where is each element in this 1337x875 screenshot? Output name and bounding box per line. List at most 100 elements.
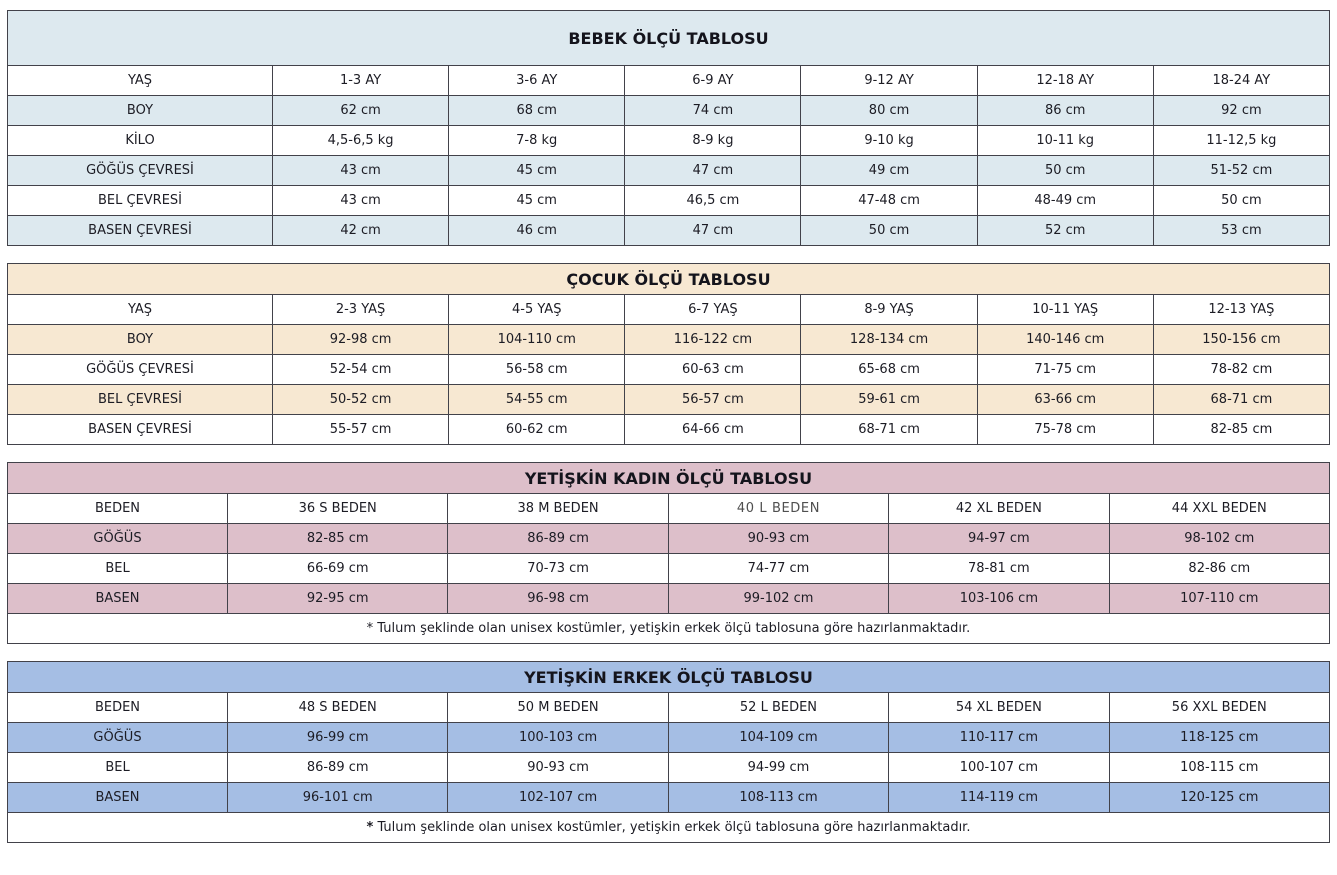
table-title-row: BEBEK ÖLÇÜ TABLOSU [7, 10, 1330, 66]
size-cell: 50 M BEDEN [447, 692, 669, 723]
size-cell: 50 cm [800, 215, 978, 246]
size-cell: 70-73 cm [447, 553, 669, 584]
size-cell: 82-86 cm [1108, 553, 1331, 584]
row-label-kilo: KİLO [7, 125, 273, 156]
size-cell: 92-98 cm [271, 324, 450, 355]
size-cell: 98-102 cm [1108, 523, 1331, 554]
baby-size-grid: BEBEK ÖLÇÜ TABLOSU YAŞ 1-3 AY 3-6 AY 6-9… [7, 10, 1331, 246]
size-cell: 107-110 cm [1108, 583, 1331, 614]
size-cell: 7-8 kg [448, 125, 626, 156]
size-cell: 63-66 cm [976, 384, 1154, 415]
size-cell: 4,5-6,5 kg [271, 125, 450, 156]
size-cell: 9-12 AY [800, 65, 978, 96]
size-cell: 44 XXL BEDEN [1108, 493, 1331, 524]
size-cell: 43 cm [271, 155, 450, 186]
baby-size-table: BEBEK ÖLÇÜ TABLOSU YAŞ 1-3 AY 3-6 AY 6-9… [7, 10, 1331, 246]
size-cell: 71-75 cm [976, 354, 1154, 385]
table-row: BOY 92-98 cm 104-110 cm 116-122 cm 128-1… [7, 324, 1331, 355]
size-cell: 64-66 cm [624, 414, 802, 445]
footnote: * Tulum şeklinde olan unisex kostümler, … [7, 613, 1330, 644]
table-row: BEDEN 36 S BEDEN 38 M BEDEN 40 L BEDEN 4… [7, 493, 1331, 524]
size-cell: 42 XL BEDEN [888, 493, 1110, 524]
size-cell: 49 cm [800, 155, 978, 186]
size-cell: 11-12,5 kg [1152, 125, 1331, 156]
size-cell: 128-134 cm [800, 324, 978, 355]
size-cell: 38 M BEDEN [447, 493, 669, 524]
size-cell: 56 XXL BEDEN [1108, 692, 1331, 723]
table-row: KİLO 4,5-6,5 kg 7-8 kg 8-9 kg 9-10 kg 10… [7, 125, 1331, 156]
size-cell: 40 L BEDEN [667, 493, 890, 524]
size-cell: 53 cm [1152, 215, 1331, 246]
size-cell: 118-125 cm [1108, 722, 1331, 753]
table-row: YAŞ 1-3 AY 3-6 AY 6-9 AY 9-12 AY 12-18 A… [7, 65, 1331, 96]
size-cell: 94-99 cm [667, 752, 890, 783]
size-cell: 55-57 cm [271, 414, 450, 445]
size-cell: 10-11 YAŞ [976, 294, 1154, 325]
size-cell: 68-71 cm [1152, 384, 1331, 415]
size-cell: 108-113 cm [667, 782, 890, 813]
size-cell: 46 cm [448, 215, 626, 246]
size-cell: 12-18 AY [976, 65, 1154, 96]
row-label-bel: BEL [7, 752, 228, 783]
size-cell: 54 XL BEDEN [888, 692, 1110, 723]
size-cell: 56-58 cm [448, 354, 626, 385]
size-cell: 45 cm [448, 155, 626, 186]
size-cell: 114-119 cm [888, 782, 1110, 813]
size-cell: 66-69 cm [226, 553, 449, 584]
size-cell: 96-98 cm [447, 583, 669, 614]
table-row: BEL ÇEVRESİ 50-52 cm 54-55 cm 56-57 cm 5… [7, 384, 1331, 415]
child-size-table: ÇOCUK ÖLÇÜ TABLOSU YAŞ 2-3 YAŞ 4-5 YAŞ 6… [7, 263, 1331, 445]
size-cell: 92-95 cm [226, 583, 449, 614]
footnote-text: Tulum şeklinde olan unisex kostümler, ye… [373, 621, 971, 636]
size-cell: 86-89 cm [447, 523, 669, 554]
size-cell: 43 cm [271, 185, 450, 216]
size-cell: 96-99 cm [226, 722, 449, 753]
size-cell: 48-49 cm [976, 185, 1154, 216]
size-cell: 4-5 YAŞ [448, 294, 626, 325]
size-cell: 47-48 cm [800, 185, 978, 216]
size-cell: 2-3 YAŞ [271, 294, 450, 325]
adult-men-size-grid: YETİŞKİN ERKEK ÖLÇÜ TABLOSU BEDEN 48 S B… [7, 661, 1331, 843]
size-cell: 36 S BEDEN [226, 493, 449, 524]
size-cell: 86-89 cm [226, 752, 449, 783]
footnote-row: * Tulum şeklinde olan unisex kostümler, … [7, 613, 1330, 644]
size-cell: 46,5 cm [624, 185, 802, 216]
size-cell: 12-13 YAŞ [1152, 294, 1331, 325]
child-size-grid: ÇOCUK ÖLÇÜ TABLOSU YAŞ 2-3 YAŞ 4-5 YAŞ 6… [7, 263, 1331, 445]
size-cell: 45 cm [448, 185, 626, 216]
size-cell: 56-57 cm [624, 384, 802, 415]
size-cell: 94-97 cm [888, 523, 1110, 554]
size-cell: 47 cm [624, 155, 802, 186]
table-row: BEL 66-69 cm 70-73 cm 74-77 cm 78-81 cm … [7, 553, 1331, 584]
table-row: BASEN ÇEVRESİ 55-57 cm 60-62 cm 64-66 cm… [7, 414, 1331, 445]
size-cell: 52 cm [976, 215, 1154, 246]
table-title: ÇOCUK ÖLÇÜ TABLOSU [7, 263, 1330, 295]
size-cell: 100-107 cm [888, 752, 1110, 783]
size-cell: 104-109 cm [667, 722, 890, 753]
size-cell: 74 cm [624, 95, 802, 126]
table-row: BASEN 96-101 cm 102-107 cm 108-113 cm 11… [7, 782, 1331, 813]
size-cell: 104-110 cm [448, 324, 626, 355]
size-cell: 6-9 AY [624, 65, 802, 96]
table-title-row: ÇOCUK ÖLÇÜ TABLOSU [7, 263, 1330, 295]
row-label-boy: BOY [7, 324, 273, 355]
table-row: GÖĞÜS 96-99 cm 100-103 cm 104-109 cm 110… [7, 722, 1331, 753]
size-cell: 150-156 cm [1152, 324, 1331, 355]
table-title: YETİŞKİN KADIN ÖLÇÜ TABLOSU [7, 462, 1330, 494]
size-chart-page: BEBEK ÖLÇÜ TABLOSU YAŞ 1-3 AY 3-6 AY 6-9… [7, 10, 1331, 843]
size-cell: 82-85 cm [1152, 414, 1331, 445]
footnote: * Tulum şeklinde olan unisex kostümler, … [7, 812, 1330, 843]
size-cell: 82-85 cm [226, 523, 449, 554]
size-cell: 50 cm [976, 155, 1154, 186]
size-cell: 103-106 cm [888, 583, 1110, 614]
adult-women-size-table: YETİŞKİN KADIN ÖLÇÜ TABLOSU BEDEN 36 S B… [7, 462, 1331, 644]
size-cell: 108-115 cm [1108, 752, 1331, 783]
row-label-basen-cevresi: BASEN ÇEVRESİ [7, 414, 273, 445]
footnote-marker: * [366, 820, 374, 835]
table-row: BEDEN 48 S BEDEN 50 M BEDEN 52 L BEDEN 5… [7, 692, 1331, 723]
table-row: BASEN 92-95 cm 96-98 cm 99-102 cm 103-10… [7, 583, 1331, 614]
size-cell: 51-52 cm [1152, 155, 1331, 186]
size-cell: 3-6 AY [448, 65, 626, 96]
size-cell: 75-78 cm [976, 414, 1154, 445]
size-cell: 59-61 cm [800, 384, 978, 415]
